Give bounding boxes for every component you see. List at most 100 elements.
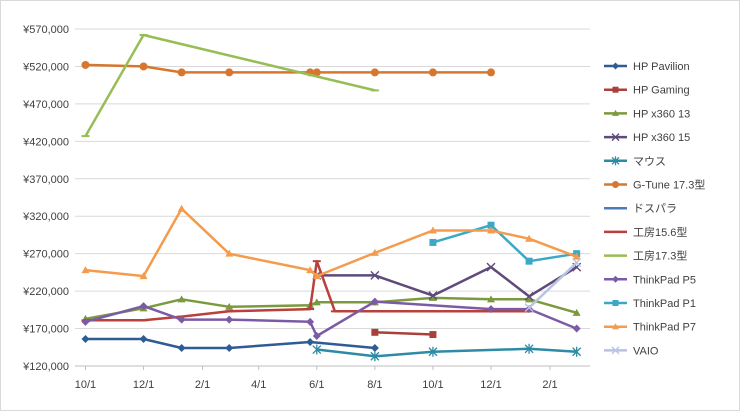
data-point (370, 351, 380, 362)
y-tick-label: ¥270,000 (22, 249, 69, 261)
data-point (225, 315, 234, 324)
legend-label: 工房15.6型 (633, 225, 687, 239)
legend-marker (612, 300, 619, 306)
legend-marker (611, 346, 620, 355)
legend-label: G-Tune 17.3型 (633, 178, 705, 192)
data-point (177, 344, 186, 353)
y-tick-label: ¥170,000 (22, 324, 69, 336)
data-point (306, 338, 315, 347)
legend-marker (611, 133, 620, 142)
data-point (81, 317, 90, 326)
legend-marker (612, 62, 619, 70)
y-tick-label: ¥520,000 (22, 61, 69, 73)
data-point (225, 68, 234, 77)
data-point (81, 60, 90, 69)
data-point (524, 291, 534, 301)
data-point (370, 68, 379, 77)
data-point (306, 317, 315, 326)
x-tick-label: 2/1 (195, 379, 210, 391)
x-axis: 10/1 12/1 2/1 4/1 6/1 8/1 10/1 12/1 2/1 (75, 366, 558, 391)
data-point (139, 62, 148, 71)
data-point (525, 234, 534, 242)
y-tick-label: ¥420,000 (22, 136, 69, 148)
legend-item: HP x360 15 (604, 132, 690, 144)
data-point (524, 343, 534, 354)
y-tick-label: ¥320,000 (22, 211, 69, 223)
x-tick-label: 10/1 (75, 379, 96, 391)
legend-marker (612, 275, 619, 283)
data-point (572, 308, 581, 316)
data-point (177, 204, 186, 212)
legend-item: G-Tune 17.3型 (604, 178, 705, 192)
data-point (371, 328, 379, 336)
series-line (85, 300, 578, 338)
legend-item: 工房17.3型 (604, 249, 687, 263)
data-point (370, 297, 379, 306)
data-point (312, 272, 321, 280)
series-line (85, 207, 578, 278)
data-point (306, 266, 315, 274)
series-hp-pavilion (81, 335, 379, 353)
series-line (374, 331, 433, 336)
series-hp-gaming (371, 328, 437, 339)
data-point (428, 346, 438, 357)
legend-marker (612, 181, 619, 188)
legend-label: ThinkPad P1 (633, 298, 696, 310)
x-tick-label: 4/1 (251, 379, 266, 391)
data-point (177, 315, 186, 324)
legend-label: 工房17.3型 (633, 249, 687, 263)
y-tick-label: ¥570,000 (22, 24, 69, 36)
legend-item: ThinkPad P7 (604, 322, 696, 334)
data-point (225, 249, 234, 257)
legend-item: マウス (604, 155, 666, 168)
data-point (225, 302, 234, 310)
data-point (572, 346, 582, 357)
data-point (572, 324, 581, 333)
data-point (428, 293, 437, 301)
data-point (486, 305, 495, 314)
series-thinkpad-p5 (81, 297, 581, 341)
series-line (432, 223, 577, 263)
series-17-3 (81, 33, 379, 138)
series-line (316, 265, 578, 298)
data-point (572, 258, 582, 268)
data-point (225, 344, 234, 353)
data-point (139, 302, 148, 311)
series-line (84, 33, 376, 137)
data-point (139, 272, 148, 280)
x-tick-label: 12/1 (480, 379, 501, 391)
legend-label: VAIO (633, 345, 659, 357)
legend-label: マウス (633, 155, 666, 168)
legend-label: ThinkPad P7 (633, 322, 696, 334)
legend-item: ThinkPad P5 (604, 274, 696, 286)
y-tick-label: ¥470,000 (22, 99, 69, 111)
data-point (486, 262, 496, 272)
x-tick-label: 8/1 (367, 379, 382, 391)
data-point (312, 298, 321, 306)
y-tick-label: ¥220,000 (22, 286, 69, 298)
data-point (312, 68, 321, 77)
legend-label: ThinkPad P5 (633, 274, 696, 286)
legend-marker (612, 323, 619, 330)
data-point (312, 332, 321, 341)
data-point (525, 295, 534, 303)
legend-item: ThinkPad P1 (604, 298, 696, 310)
legend: HP Pavilion HP Gaming HP x360 13 HP x360 15… (604, 61, 705, 357)
series-thinkpad-p1 (429, 221, 581, 265)
x-tick-label: 10/1 (422, 379, 443, 391)
legend-marker (612, 109, 619, 116)
series-series (312, 343, 582, 362)
x-tick-label: 6/1 (309, 379, 324, 391)
data-point (428, 226, 437, 234)
data-point (139, 335, 148, 344)
y-tick-label: ¥120,000 (22, 361, 69, 373)
legend-marker (611, 156, 620, 166)
legend-item: HP x360 13 (604, 108, 690, 120)
legend-label: HP Gaming (633, 85, 690, 97)
legend-item: HP Pavilion (604, 61, 690, 73)
data-point (572, 252, 581, 260)
x-tick-label: 12/1 (133, 379, 154, 391)
legend-label: HP x360 13 (633, 108, 690, 120)
y-tick-label: ¥370,000 (22, 174, 69, 186)
x-tick-label: 2/1 (542, 379, 557, 391)
